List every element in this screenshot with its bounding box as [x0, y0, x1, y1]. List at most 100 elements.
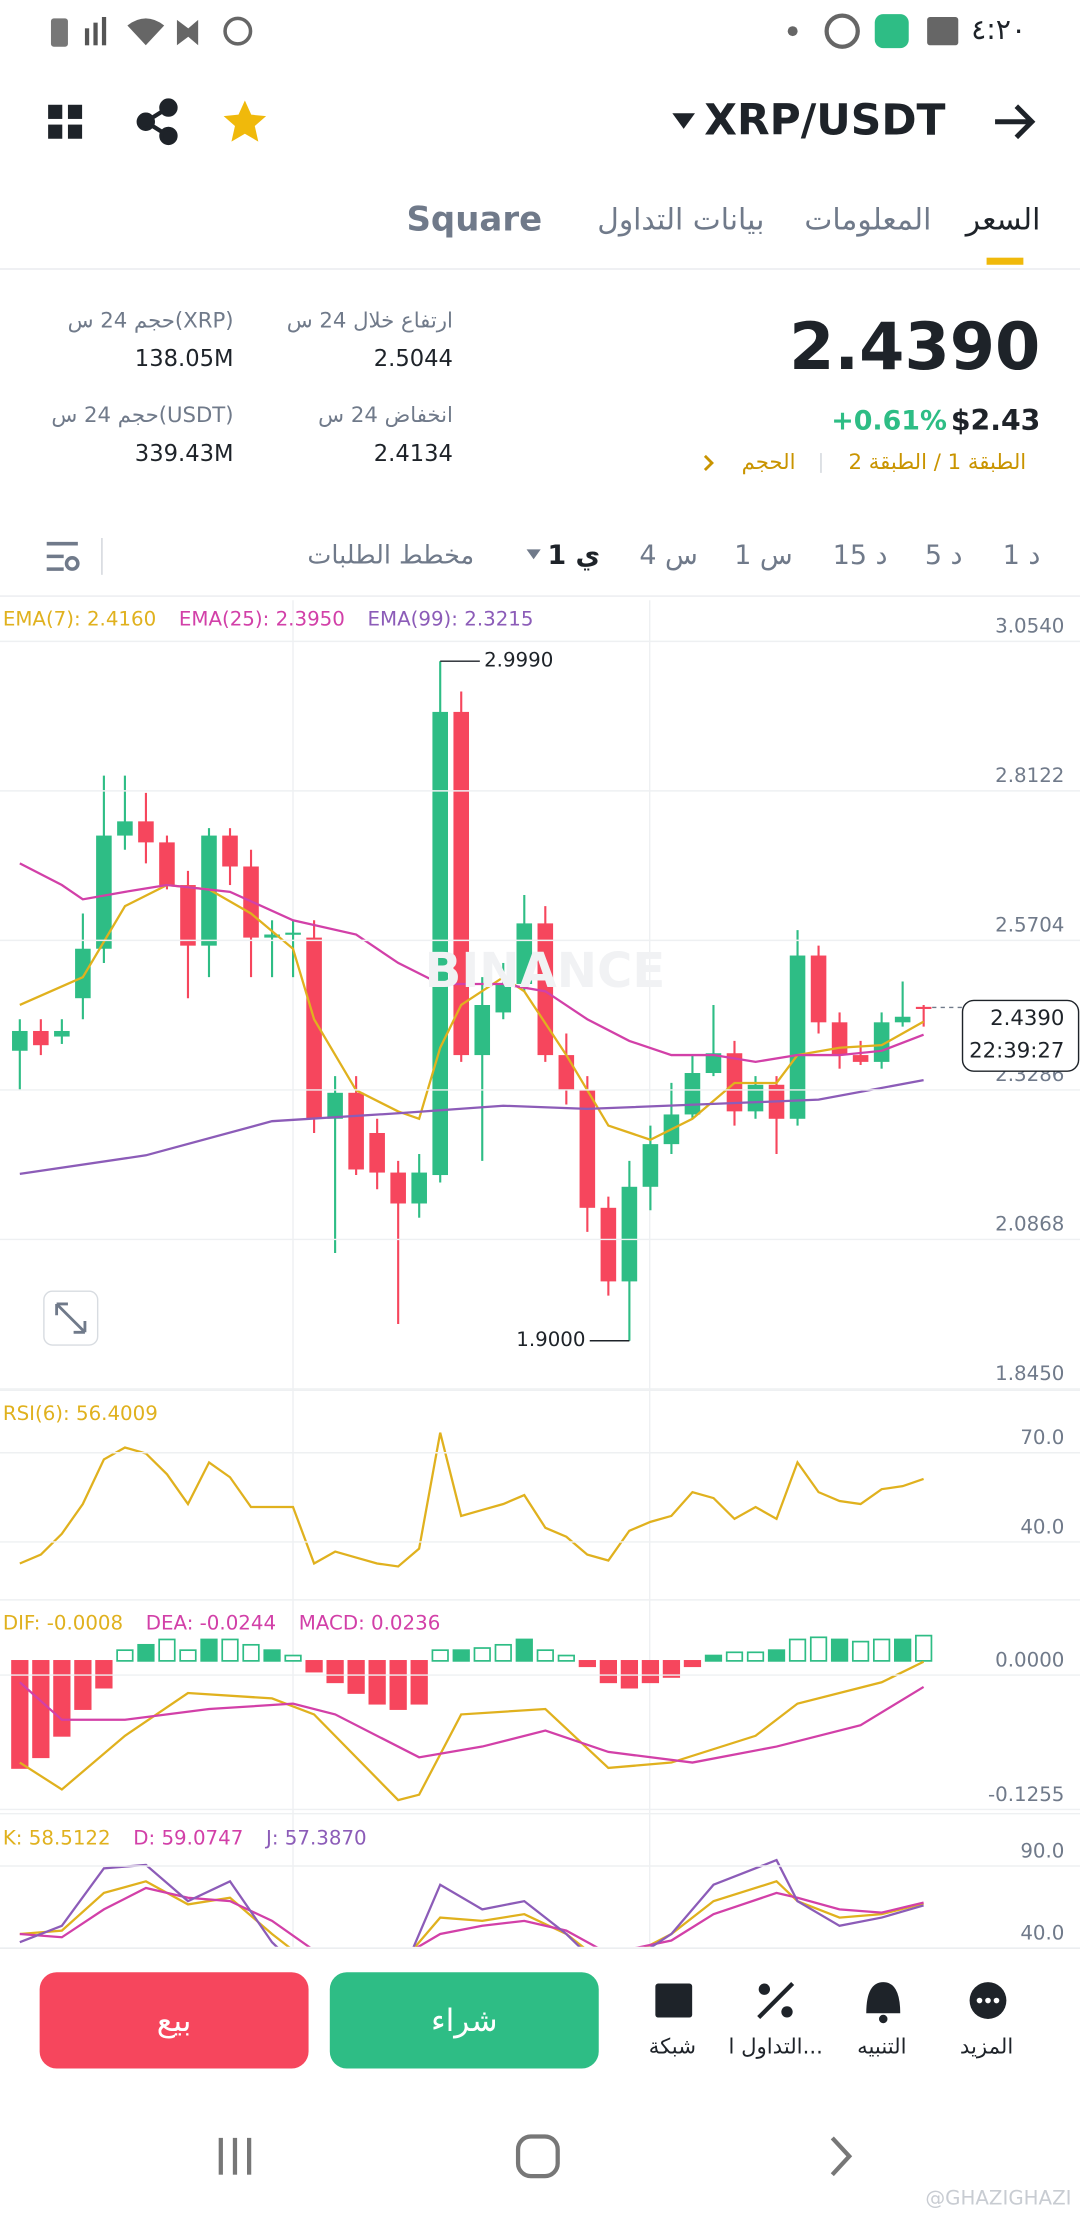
histogram-bar — [725, 1651, 744, 1662]
candle-body — [411, 1172, 427, 1204]
buy-button[interactable] — [329, 1972, 599, 2069]
tabs: السعر المعلومات بيانات التداول Square — [406, 199, 1041, 265]
toolbar-label[interactable]: المزيد — [960, 2034, 1013, 2059]
tab[interactable]: المعلومات — [804, 202, 931, 237]
interval-tab[interactable]: 1 د — [1003, 540, 1041, 571]
legend-entry: RSI(6): 56.4009 — [3, 1402, 158, 1425]
candle-body — [495, 983, 512, 1013]
sell-label[interactable]: بيع — [157, 2003, 192, 2039]
clock: ٤:٢٠ — [971, 13, 1026, 46]
buy-label[interactable]: شراء — [431, 2003, 498, 2039]
candle-body — [600, 1207, 617, 1282]
candle-body — [831, 1022, 848, 1056]
interval-tab[interactable]: 5 د — [925, 540, 963, 571]
chart-watermark: BINANCE — [425, 943, 666, 999]
share-icon[interactable] — [136, 98, 178, 146]
histogram-bar — [137, 1643, 155, 1662]
stat-label: ارتفاع خلال 24 س — [287, 308, 453, 333]
y-tick-label: 2.5704 — [995, 914, 1064, 937]
candle-body — [789, 955, 806, 1119]
stat-value: 339.43M — [135, 441, 234, 467]
candle-body — [264, 934, 280, 938]
fullscreen-button[interactable] — [43, 1290, 99, 1346]
chevron — [703, 454, 714, 472]
interval-dropdown[interactable] — [526, 549, 541, 560]
tab[interactable]: السعر — [964, 202, 1041, 237]
toolbar: شبكة التداول ا... التنبيه المزيد — [649, 2034, 1014, 2059]
candle-body — [894, 1016, 911, 1023]
histogram-bar — [431, 1649, 449, 1662]
histogram-bar — [221, 1638, 239, 1662]
interval-tab[interactable]: 15 د — [833, 540, 888, 571]
candle-body — [915, 1006, 932, 1009]
volume-link[interactable]: الحجم — [742, 450, 796, 475]
legend-entry: EMA(99): 2.3215 — [368, 608, 534, 631]
histogram-bar — [599, 1660, 618, 1684]
y-tick-label: 2.0868 — [995, 1213, 1064, 1236]
y-tick-label: 2.8122 — [995, 764, 1064, 787]
candle-body — [810, 955, 827, 1023]
stat-label: حجم 24 س(USDT) — [51, 403, 233, 428]
grid-menu-icon[interactable] — [48, 104, 83, 139]
interval-tab[interactable]: 1 ي — [547, 540, 600, 571]
y-tick-label: 70.0 — [1020, 1426, 1064, 1449]
histogram-bar — [473, 1647, 491, 1662]
candle-body — [852, 1055, 869, 1062]
sell-button[interactable] — [39, 1972, 309, 2069]
candle-body — [33, 1030, 49, 1046]
histogram-bar — [326, 1660, 344, 1684]
tab[interactable]: Square — [406, 199, 542, 239]
histogram-bar — [305, 1660, 323, 1673]
interval-tab[interactable]: 4 س — [639, 540, 697, 571]
legend-entry: EMA(7): 2.4160 — [3, 608, 156, 631]
candle-body — [537, 923, 554, 1056]
histogram-bar — [179, 1649, 197, 1662]
candle-body — [54, 1030, 70, 1037]
candle-body — [516, 923, 533, 984]
histogram-bar — [704, 1654, 723, 1662]
layers-link[interactable]: الطبقة 1 / الطبقة 2 — [849, 450, 1027, 475]
chart-frame — [0, 600, 1080, 1947]
histogram-bar — [536, 1649, 554, 1662]
candle-body — [306, 937, 322, 1119]
legend-entry: D: 59.0747 — [133, 1827, 243, 1850]
candle-body — [705, 1053, 722, 1074]
histogram-bar — [746, 1651, 765, 1662]
interval-tab[interactable]: 1 س — [734, 540, 792, 571]
stat-label: حجم 24 س(XRP) — [68, 308, 234, 333]
candle-body — [96, 835, 112, 949]
histogram-bar — [368, 1660, 386, 1705]
pair-dropdown[interactable] — [672, 113, 695, 129]
tab[interactable]: بيانات التداول — [597, 202, 764, 237]
histogram-bar — [452, 1649, 470, 1662]
forward-arrow[interactable] — [995, 104, 1036, 140]
histogram-bar — [410, 1660, 428, 1705]
candle-body — [75, 948, 91, 999]
status-icons — [50, 13, 959, 49]
settings-icon[interactable] — [46, 541, 80, 571]
y-tick-label: 90.0 — [1020, 1839, 1064, 1862]
toolbar-label[interactable]: التنبيه — [857, 2034, 906, 2059]
price-change: +0.61% — [831, 405, 947, 436]
pair-title[interactable]: XRP/USDT — [704, 97, 945, 146]
histogram-bar — [515, 1638, 533, 1662]
candle-body — [621, 1186, 638, 1282]
indicator-line — [19, 1880, 924, 1947]
depth-chart-tab[interactable]: مخطط الطلبات — [307, 540, 474, 570]
panel: 3.05402.81222.57042.32862.08681.8450BINA… — [0, 608, 1080, 1390]
last-price-box — [961, 999, 1080, 1072]
histogram-bar — [116, 1649, 134, 1662]
histogram-bar — [242, 1643, 260, 1662]
stat-label: انخفاض 24 س — [318, 403, 453, 428]
legend-entry: MACD: 0.0236 — [299, 1611, 441, 1634]
favorite-star[interactable] — [223, 100, 267, 142]
indicator-line — [19, 1432, 924, 1568]
candle-body — [747, 1084, 764, 1112]
candle-body — [12, 1030, 28, 1051]
plot — [11, 1634, 933, 1802]
toolbar-label[interactable]: التداول ا... — [729, 2034, 823, 2059]
histogram-bar — [95, 1660, 113, 1689]
y-tick-label: 40.0 — [1020, 1921, 1064, 1944]
toolbar-label[interactable]: شبكة — [649, 2034, 696, 2059]
